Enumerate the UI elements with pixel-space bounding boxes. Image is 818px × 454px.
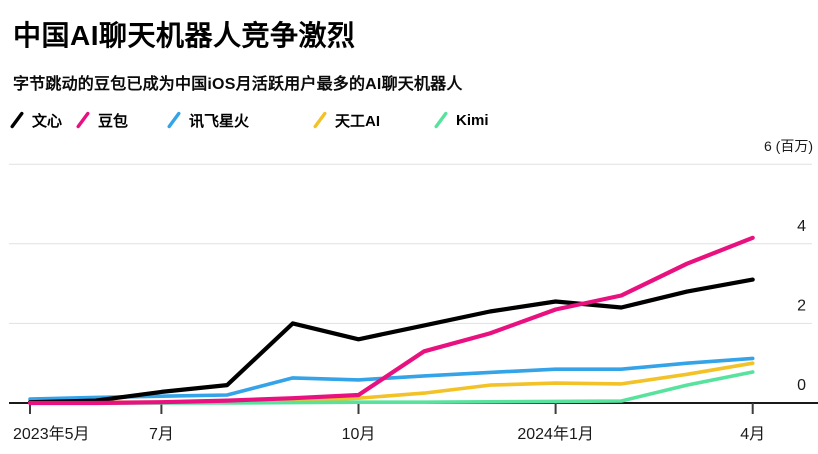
legend-slash-icon-kimi xyxy=(434,111,448,129)
legend-label-kimi: Kimi xyxy=(456,111,489,129)
y-axis-label-6: 6 (百万) xyxy=(764,138,813,154)
legend-slash-icon-xunfei-xinghuo xyxy=(167,111,181,129)
legend-slash-xunfei-xinghuo xyxy=(167,111,181,129)
legend-item-doubao: 豆包 xyxy=(76,110,167,131)
x-axis-label: 2023年5月 xyxy=(13,425,90,443)
legend-label-tiangong-ai: 天工AI xyxy=(335,112,381,130)
legend-slash-icon-doubao xyxy=(76,111,90,129)
legend-slash-icon-tiangong-ai xyxy=(313,111,327,129)
page-subtitle: 字节跳动的豆包已成为中国iOS月活跃用户最多的AI聊天机器人 xyxy=(13,76,463,93)
legend-item-kimi: Kimi xyxy=(434,110,489,130)
legend-label-wenxin: 文心 xyxy=(32,112,63,130)
series-line-wenxin xyxy=(27,277,755,405)
legend-label-xunfei-xinghuo: 讯飞星火 xyxy=(189,112,250,130)
legend-slash-wenxin xyxy=(10,111,24,129)
legend: 文心 豆包 讯飞星火 天工AI Kimi xyxy=(10,108,489,132)
legend-slash-icon-wenxin xyxy=(10,111,24,129)
page-title: 中国AI聊天机器人竞争激烈 xyxy=(13,20,356,51)
y-axis-label-4: 4 xyxy=(797,218,806,235)
legend-item-wenxin: 文心 xyxy=(10,110,76,131)
y-axis-label-0: 0 xyxy=(797,377,806,394)
x-axis-label: 10月 xyxy=(342,426,376,443)
series-line-xunfei-xinghuo xyxy=(28,356,755,401)
legend-slash-kimi xyxy=(434,111,448,129)
series-line-doubao xyxy=(27,235,755,406)
legend-item-tiangong-ai: 天工AI xyxy=(313,110,434,131)
x-axis-label: 4月 xyxy=(740,426,765,443)
x-axis-label: 7月 xyxy=(149,426,174,443)
legend-item-xunfei-xinghuo: 讯飞星火 xyxy=(167,110,313,131)
legend-label-doubao: 豆包 xyxy=(98,112,129,130)
y-axis-label-2: 2 xyxy=(797,297,806,314)
legend-slash-tiangong-ai xyxy=(313,111,327,129)
x-axis-label: 2024年1月 xyxy=(517,425,594,443)
legend-slash-doubao xyxy=(76,111,90,129)
